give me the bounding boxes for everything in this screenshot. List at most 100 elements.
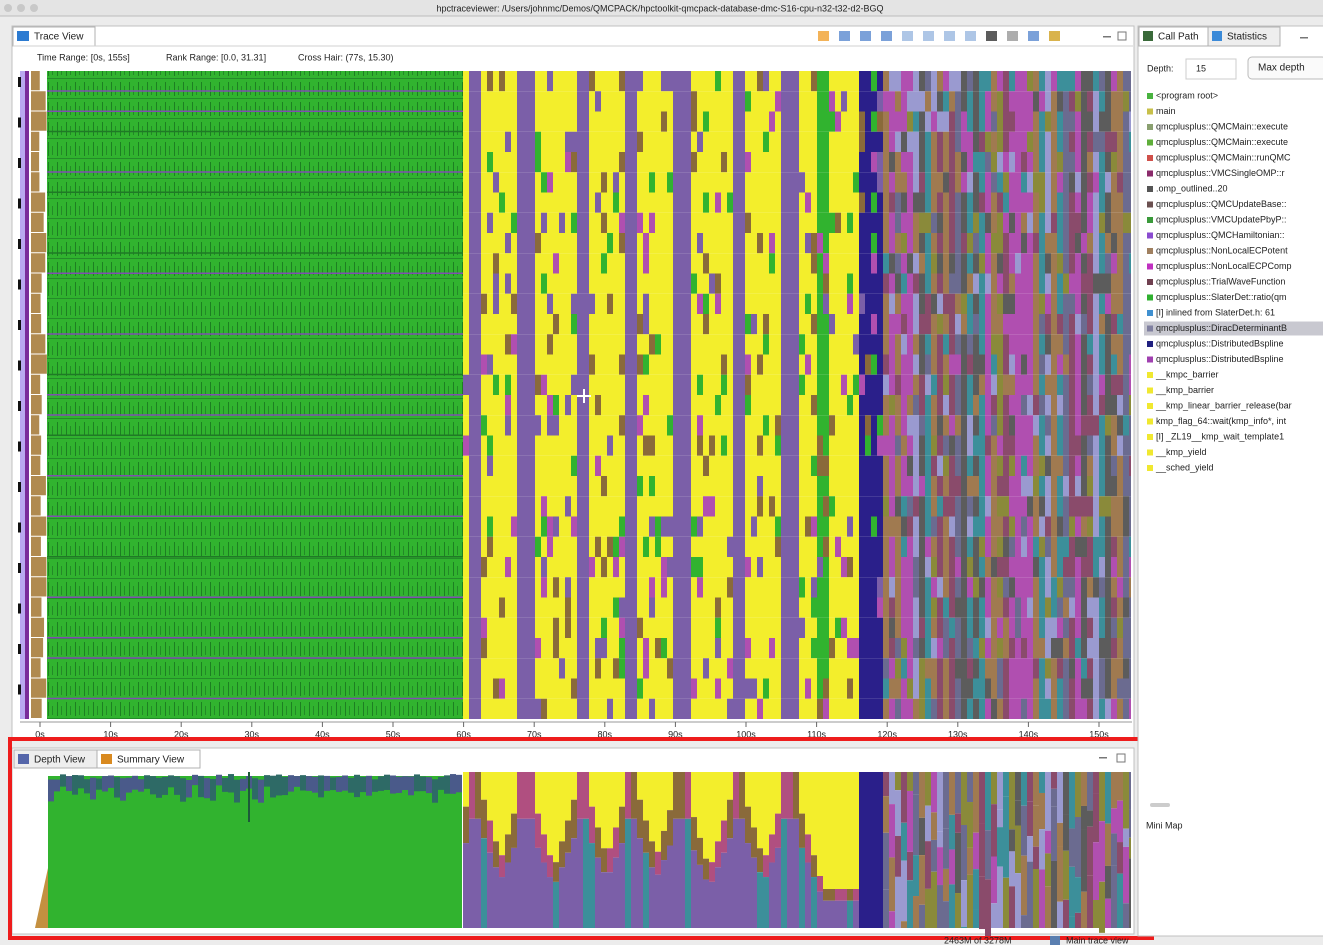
trace-cell (1039, 577, 1045, 597)
trace-cell (661, 496, 667, 516)
trace-cell (751, 213, 757, 233)
summary-col (757, 772, 763, 848)
trace-cell (889, 598, 895, 618)
trace-cell (1105, 213, 1111, 233)
trace-cell (937, 415, 943, 435)
trace-cell (1069, 253, 1075, 273)
depth-spinner[interactable] (1186, 59, 1236, 79)
trace-cell (595, 91, 601, 111)
trace-cell (685, 395, 691, 415)
trace-cell (763, 456, 769, 476)
trace-cell (613, 152, 619, 172)
trace-cell (1111, 253, 1117, 273)
trace-cell (955, 193, 961, 213)
summary-col (595, 858, 601, 928)
trace-cell (559, 679, 565, 699)
trace-cell (961, 517, 967, 537)
trace-cell (739, 658, 745, 678)
trace-cell (679, 699, 685, 719)
trace-cell (871, 213, 877, 233)
trace-cell (895, 598, 901, 618)
trace-cell (829, 456, 835, 476)
window-button[interactable] (17, 4, 25, 12)
trace-cell (1033, 334, 1039, 354)
trace-cell (1051, 253, 1057, 273)
trace-cell (943, 314, 949, 334)
trace-cell (499, 355, 505, 375)
trace-cell (871, 152, 877, 172)
trace-cell (883, 132, 889, 152)
trace-cell (973, 638, 979, 658)
scrollbar[interactable] (1150, 803, 1170, 807)
trace-cell (601, 274, 607, 294)
trace-cell (493, 71, 499, 91)
trace-cell (733, 456, 739, 476)
trace-cell (589, 314, 595, 334)
trace-cell (763, 314, 769, 334)
trace-canvas[interactable] (18, 71, 1132, 719)
summary-col (739, 772, 745, 819)
minimize-button[interactable] (1099, 757, 1107, 759)
minimize-button[interactable] (1300, 37, 1308, 39)
summary-col (1099, 821, 1105, 882)
trace-cell (475, 618, 481, 638)
trace-cell (925, 172, 931, 192)
trace-cell (1009, 294, 1015, 314)
summary-col (463, 843, 469, 928)
window-button[interactable] (4, 4, 12, 12)
trace-cell (733, 112, 739, 132)
trace-cell (667, 91, 673, 111)
trace-cell (529, 193, 535, 213)
trace-cell (559, 375, 565, 395)
trace-cell (691, 91, 697, 111)
trace-cell (1093, 699, 1099, 719)
trace-cell (517, 679, 523, 699)
trace-cell (685, 132, 691, 152)
trace-cell (697, 193, 703, 213)
trace-cell (571, 638, 577, 658)
trace-cell (571, 91, 577, 111)
trace-cell (1081, 213, 1087, 233)
trace-cell (1075, 638, 1081, 658)
trace-cell (1129, 679, 1131, 699)
window-button[interactable] (30, 4, 38, 12)
trace-cell (733, 618, 739, 638)
trace-cell (937, 334, 943, 354)
trace-cell (643, 517, 649, 537)
trace-cell (1051, 375, 1057, 395)
trace-cell (967, 456, 973, 476)
trace-cell (997, 456, 1003, 476)
trace-cell (805, 618, 811, 638)
trace-cell (781, 598, 787, 618)
summary-col (949, 815, 955, 850)
trace-cell (1039, 71, 1045, 91)
startup-segment (31, 395, 42, 414)
trace-cell (781, 658, 787, 678)
trace-cell (997, 233, 1003, 253)
trace-cell (967, 395, 973, 415)
trace-cell (985, 172, 991, 192)
trace-cell (799, 395, 805, 415)
trace-cell (763, 274, 769, 294)
trace-cell (589, 537, 595, 557)
trace-cell (769, 618, 775, 638)
trace-cell (919, 395, 925, 415)
trace-cell (1021, 598, 1027, 618)
trace-cell (811, 496, 817, 516)
trace-cell (787, 537, 793, 557)
trace-cell (745, 375, 751, 395)
summary-col (1129, 810, 1131, 838)
trace-cell (583, 679, 589, 699)
trace-cell (949, 132, 955, 152)
trace-cell (889, 537, 895, 557)
trace-cell (787, 436, 793, 456)
summary-col (601, 772, 607, 848)
trace-cell (1117, 152, 1123, 172)
trace-cell (973, 415, 979, 435)
trace-cell (751, 172, 757, 192)
trace-cell (739, 436, 745, 456)
trace-cell (781, 152, 787, 172)
trace-cell (811, 476, 817, 496)
trace-cell (1099, 91, 1105, 111)
trace-cell (895, 699, 901, 719)
